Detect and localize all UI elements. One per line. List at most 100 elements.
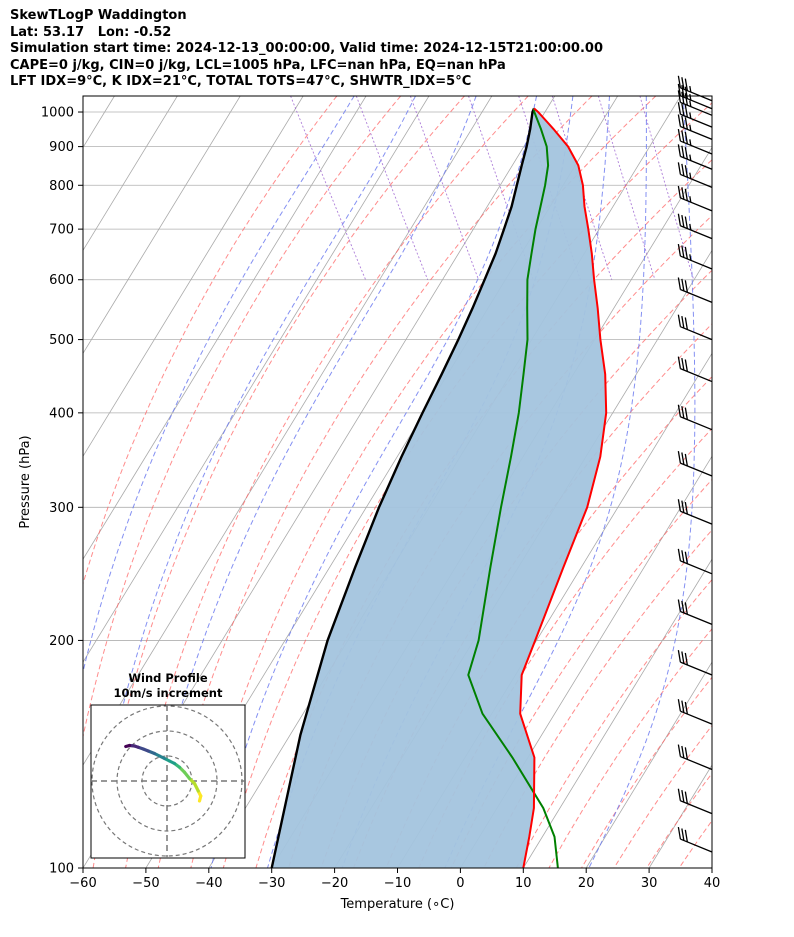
- wind-barb-staff: [680, 288, 713, 303]
- dry-adiabat-line: [287, 214, 712, 868]
- wind-barb-flag: [681, 745, 685, 759]
- mixing-ratio-line: [355, 96, 429, 280]
- mixing-ratio-line: [551, 96, 613, 280]
- wind-barb-flag: [684, 188, 688, 201]
- wind-barb-flag: [677, 599, 682, 612]
- wind-barb-flag: [677, 356, 682, 369]
- chart-header: SkewTLogP Waddington Lat: 53.17 Lon: -0.…: [10, 8, 603, 91]
- dry-adiabat-line: [83, 96, 338, 586]
- y-tick-label: 1000: [41, 106, 74, 121]
- moist-adiabat-line: [110, 96, 416, 758]
- temperature-profile-line: [519, 107, 608, 868]
- time-line: Simulation start time: 2024-12-13_00:00:…: [10, 41, 603, 56]
- wind-barb-flag: [684, 829, 688, 843]
- wind-barb-flag: [677, 450, 682, 464]
- y-tick-label: 800: [49, 179, 74, 194]
- wind-barb-half-flag: [689, 196, 692, 203]
- isotherm-line: [648, 764, 712, 868]
- isotherm-line: [83, 96, 430, 663]
- wind-barb-staff: [680, 510, 713, 525]
- hodograph-subtitle: 10m/s increment: [114, 686, 223, 700]
- wind-barb-staff: [680, 610, 713, 626]
- wind-barb: [677, 548, 713, 575]
- x-tick-label: 20: [578, 876, 595, 891]
- wind-barb-flag: [677, 499, 682, 512]
- wind-barb-flag: [681, 215, 685, 228]
- wind-barb: [677, 243, 713, 270]
- wind-barb-half-flag: [689, 223, 692, 231]
- skewt-axes: −60 −50 −40 −30 −20 −10 0 10 20 30 40 100 200 300 400 5…: [18, 95, 720, 912]
- wind-barb: [677, 356, 713, 383]
- wind-barb-flag: [681, 130, 685, 143]
- hodograph-segment: [124, 743, 132, 749]
- wind-barb-flag: [684, 216, 688, 229]
- wind-barb-flag: [677, 144, 682, 157]
- wind-barb: [677, 314, 713, 341]
- wind-barb-flag: [677, 404, 682, 417]
- wind-barb-flag: [681, 651, 685, 664]
- wind-barb-flag: [677, 102, 682, 115]
- wind-barb-flag: [681, 245, 685, 258]
- wind-barb: [677, 450, 713, 477]
- wind-barb-flag: [681, 163, 685, 176]
- wind-barb-staff: [680, 326, 713, 341]
- x-axis-title: Temperature (∘C): [340, 897, 455, 912]
- wind-barb-staff: [680, 197, 713, 212]
- mixing-ratio-line: [290, 96, 367, 280]
- wind-barb-staff: [680, 255, 713, 270]
- mixing-ratio-line: [597, 96, 656, 280]
- wind-barb-staff: [680, 661, 713, 676]
- x-tick-label: −10: [384, 876, 411, 891]
- wind-barb: [677, 404, 713, 431]
- wind-barb-flag: [677, 162, 682, 175]
- wind-barb-flag: [681, 357, 685, 371]
- x-tick-label: −30: [258, 876, 285, 891]
- dry-adiabat-line: [190, 96, 657, 868]
- dry-adiabat-line: [744, 96, 794, 868]
- wind-barb-flag: [684, 86, 688, 99]
- y-tick-label: 400: [49, 406, 74, 421]
- wind-barb-flag: [677, 277, 682, 290]
- wind-barb: [677, 162, 713, 188]
- wind-barb-staff: [680, 113, 713, 128]
- dewpoint-profile-line: [467, 108, 559, 868]
- wind-barb-flag: [684, 104, 688, 118]
- wind-barb-staff: [680, 173, 713, 188]
- x-tick-label: 0: [456, 876, 464, 891]
- wind-barb: [677, 599, 713, 626]
- wind-barb-flag: [681, 77, 685, 90]
- y-tick-label: 600: [49, 273, 74, 288]
- wind-barb-flag: [677, 83, 682, 96]
- wind-barb-flag: [681, 828, 685, 841]
- dry-adiabat-line: [581, 676, 712, 868]
- wind-barb-half-flag: [689, 154, 692, 161]
- wind-barb-staff: [680, 155, 713, 170]
- wind-barb-flag: [677, 243, 682, 257]
- wind-barb-flag: [681, 452, 685, 465]
- cin-shade-region: [271, 108, 607, 868]
- y-tick-label: 200: [49, 634, 74, 649]
- dry-adiabat-line: [125, 96, 529, 868]
- dry-adiabat-line: [83, 96, 402, 739]
- wind-barb: [677, 744, 713, 771]
- wind-barb-flag: [677, 826, 682, 840]
- y-tick-label: 700: [49, 223, 74, 238]
- parcel-profile-line: [270, 107, 536, 868]
- wind-barb-half-flag: [689, 112, 692, 119]
- wind-barb-flag: [681, 790, 685, 803]
- wind-barb-staff: [680, 755, 713, 771]
- wind-barb: [677, 649, 713, 676]
- isotherm-line: [83, 96, 367, 560]
- wind-barb: [677, 114, 713, 140]
- wind-barb-flag: [681, 500, 685, 513]
- wind-barb-flag: [681, 187, 685, 200]
- wind-barb-staff: [680, 368, 713, 383]
- y-axis-title: Pressure (hPa): [18, 435, 33, 528]
- wind-barb-flag: [681, 85, 685, 98]
- wind-barb-flag: [677, 185, 682, 199]
- wind-barb-staff: [680, 462, 713, 477]
- wind-barb-staff: [680, 416, 713, 431]
- dry-adiabat-line: [777, 96, 794, 868]
